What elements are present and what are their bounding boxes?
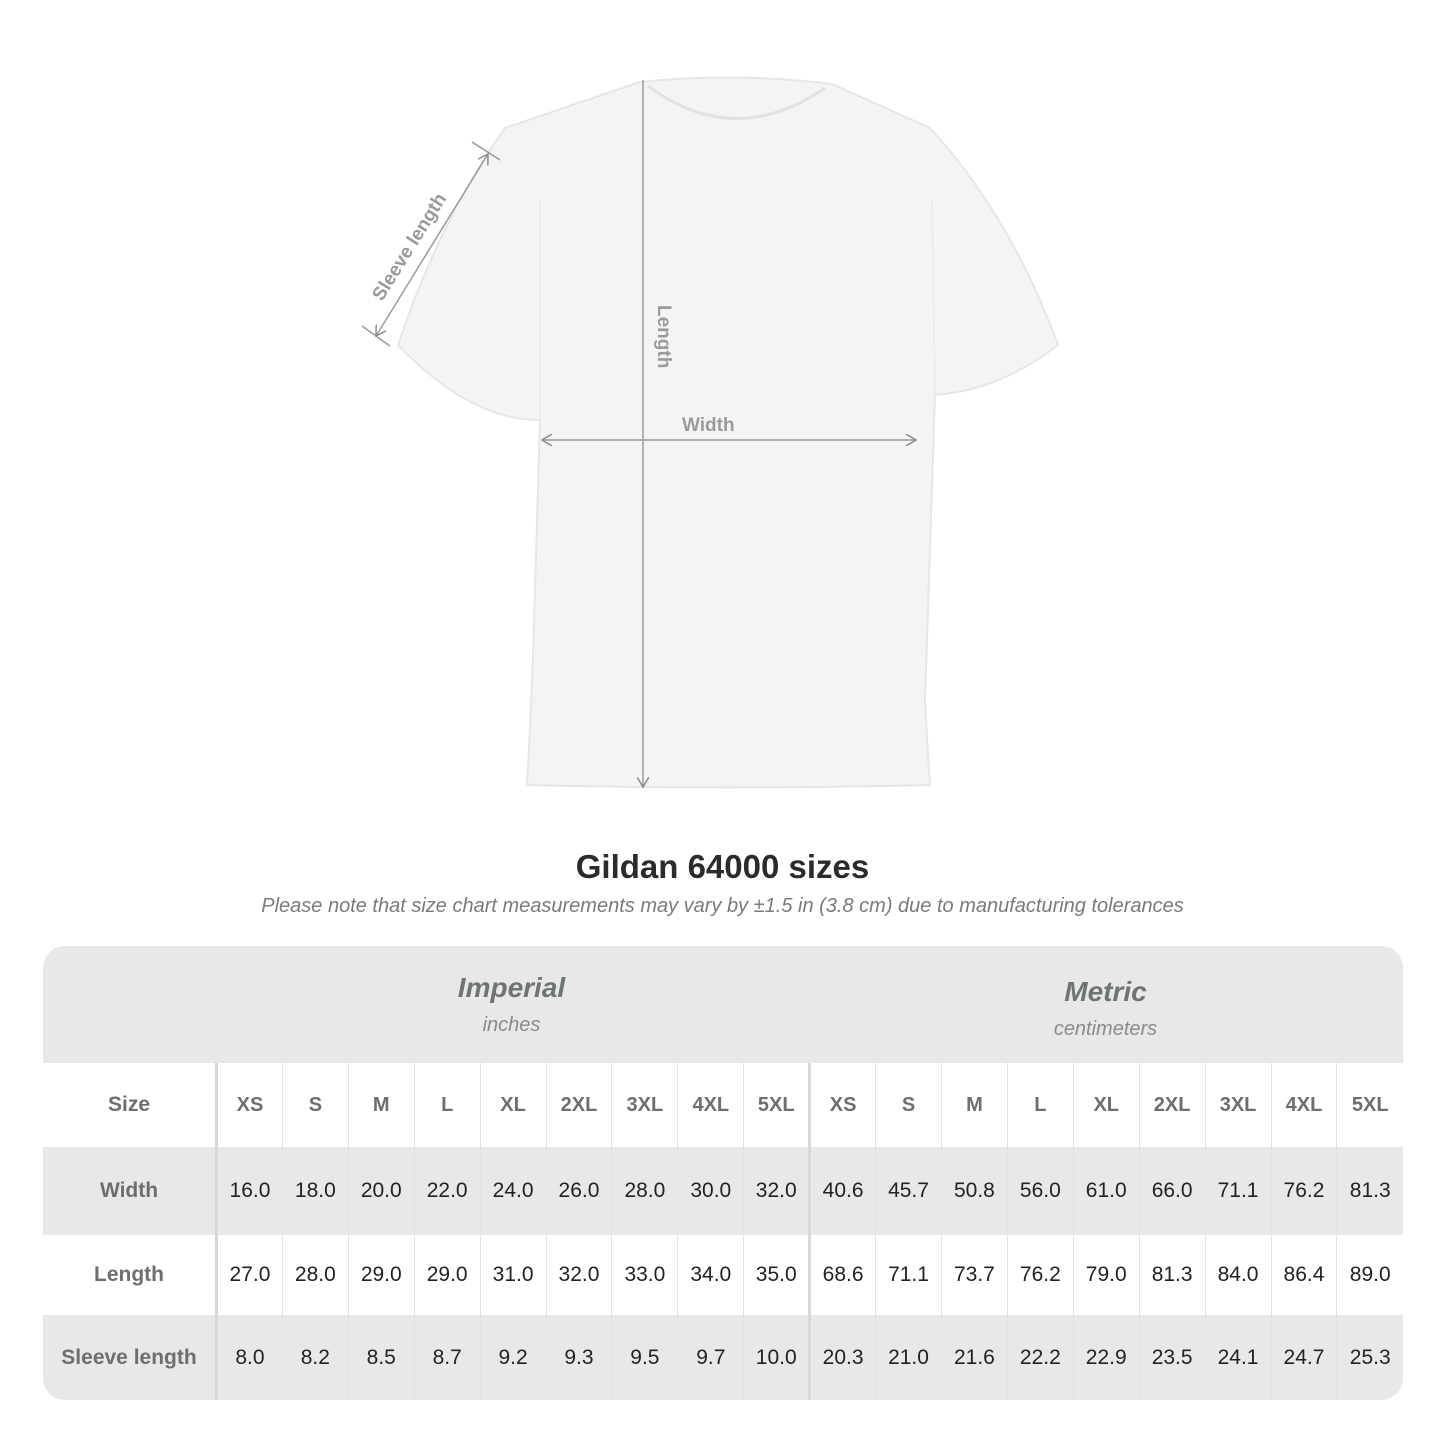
imperial-value-cell: 31.0	[479, 1235, 547, 1315]
metric-value-cell: 20.3	[808, 1315, 876, 1400]
imperial-value-cell: 32.0	[743, 1147, 810, 1235]
imperial-value-cell: 33.0	[611, 1235, 678, 1315]
imperial-size-2xl: 2XL	[545, 1063, 612, 1147]
metric-size-s: S	[875, 1063, 942, 1147]
row-label: Width	[43, 1147, 218, 1235]
metric-value-cell: 79.0	[1072, 1235, 1140, 1315]
imperial-value-cell: 8.7	[413, 1315, 481, 1400]
imperial-value-cell: 22.0	[413, 1147, 481, 1235]
metric-size-m: M	[940, 1063, 1008, 1147]
imperial-size-s: S	[281, 1063, 349, 1147]
sleeve-measure-line	[376, 154, 488, 336]
metric-value-cell: 66.0	[1138, 1147, 1206, 1235]
imperial-value-cell: 9.7	[677, 1315, 744, 1400]
metric-value-cell: 22.9	[1072, 1315, 1140, 1400]
metric-value-cell: 81.3	[1138, 1235, 1206, 1315]
imperial-value-cell: 8.2	[281, 1315, 349, 1400]
metric-value-cell: 71.1	[875, 1235, 942, 1315]
imperial-size-xs: XS	[216, 1063, 283, 1147]
table-row: Length 27.0 28.0 29.0 29.0 31.0 32.0 33.0 34.0 35…	[43, 1235, 1403, 1315]
metric-title: Metric	[1064, 976, 1147, 1007]
chart-title: Gildan 64000 sizes	[575, 848, 870, 885]
imperial-value-cell: 8.0	[216, 1315, 283, 1400]
imperial-size-xl: XL	[479, 1063, 547, 1147]
metric-value-cell: 50.8	[940, 1147, 1008, 1235]
metric-value-cell: 76.2	[1006, 1235, 1074, 1315]
imperial-value-cell: 26.0	[545, 1147, 612, 1235]
imperial-value-cell: 18.0	[281, 1147, 349, 1235]
imperial-size-m: M	[347, 1063, 415, 1147]
metric-header: Metric centimeters	[808, 946, 1403, 1093]
width-label: Width	[682, 415, 735, 436]
length-label: Length	[653, 305, 674, 368]
metric-value-cell: 21.6	[940, 1315, 1008, 1400]
imperial-value-cell: 34.0	[677, 1235, 744, 1315]
imperial-value-cell: 32.0	[545, 1235, 612, 1315]
metric-value-cell: 76.2	[1270, 1147, 1337, 1235]
imperial-title: Imperial	[457, 972, 566, 1003]
imperial-value-cell: 29.0	[347, 1235, 415, 1315]
size-table-panel: Imperial inches Metric centimeters Size X…	[43, 946, 1403, 1400]
metric-value-cell: 81.3	[1336, 1147, 1403, 1235]
imperial-unit: inches	[482, 1014, 541, 1036]
metric-size-2xl: 2XL	[1138, 1063, 1206, 1147]
size-table: Size XS S M L XL 2XL 3XL 4XL 5XL XS S M L XL 2XL 3XL 4XL 5…	[43, 1063, 1403, 1400]
table-row: Width 16.0 18.0 20.0 22.0 24.0 26.0 28.0 30.0 32.…	[43, 1147, 1403, 1235]
imperial-value-cell: 28.0	[611, 1147, 678, 1235]
imperial-size-5xl: 5XL	[743, 1063, 810, 1147]
metric-value-cell: 22.2	[1006, 1315, 1074, 1400]
tshirt-diagram: Sleeve length Length Width	[361, 76, 1060, 789]
table-row: Sleeve length 8.0 8.2 8.5 8.7 9.2 9.3 9.5 9.7 10.…	[43, 1315, 1403, 1400]
metric-unit: centimeters	[1053, 1018, 1158, 1040]
imperial-value-cell: 10.0	[743, 1315, 810, 1400]
metric-value-cell: 21.0	[875, 1315, 942, 1400]
tshirt-shape	[396, 76, 1060, 789]
size-header-row: Size XS S M L XL 2XL 3XL 4XL 5XL XS S M L XL 2XL 3XL 4XL 5…	[43, 1063, 1403, 1147]
metric-size-l: L	[1006, 1063, 1074, 1147]
metric-value-cell: 71.1	[1204, 1147, 1271, 1235]
metric-value-cell: 68.6	[808, 1235, 876, 1315]
metric-value-cell: 45.7	[875, 1147, 942, 1235]
metric-size-3xl: 3XL	[1204, 1063, 1271, 1147]
imperial-header: Imperial inches	[215, 946, 808, 1089]
row-label: Sleeve length	[43, 1315, 218, 1400]
imperial-value-cell: 35.0	[743, 1235, 810, 1315]
metric-value-cell: 40.6	[808, 1147, 876, 1235]
size-label: Size	[43, 1063, 218, 1147]
row-label: Length	[43, 1235, 218, 1315]
imperial-value-cell: 29.0	[413, 1235, 481, 1315]
metric-size-4xl: 4XL	[1270, 1063, 1337, 1147]
metric-size-xl: XL	[1072, 1063, 1140, 1147]
imperial-value-cell: 9.3	[545, 1315, 612, 1400]
metric-value-cell: 24.1	[1204, 1315, 1271, 1400]
metric-value-cell: 56.0	[1006, 1147, 1074, 1235]
tolerance-note: Please note that size chart measurements…	[261, 895, 1184, 917]
imperial-value-cell: 30.0	[677, 1147, 744, 1235]
metric-value-cell: 23.5	[1138, 1315, 1206, 1400]
metric-size-5xl: 5XL	[1336, 1063, 1403, 1147]
metric-value-cell: 86.4	[1270, 1235, 1337, 1315]
imperial-size-4xl: 4XL	[677, 1063, 744, 1147]
metric-value-cell: 24.7	[1270, 1315, 1337, 1400]
imperial-size-3xl: 3XL	[611, 1063, 678, 1147]
imperial-value-cell: 16.0	[216, 1147, 283, 1235]
imperial-value-cell: 27.0	[216, 1235, 283, 1315]
imperial-value-cell: 20.0	[347, 1147, 415, 1235]
metric-value-cell: 25.3	[1336, 1315, 1403, 1400]
metric-size-xs: XS	[808, 1063, 876, 1147]
metric-value-cell: 61.0	[1072, 1147, 1140, 1235]
imperial-size-l: L	[413, 1063, 481, 1147]
imperial-value-cell: 8.5	[347, 1315, 415, 1400]
imperial-value-cell: 28.0	[281, 1235, 349, 1315]
imperial-value-cell: 9.5	[611, 1315, 678, 1400]
metric-value-cell: 84.0	[1204, 1235, 1271, 1315]
imperial-value-cell: 9.2	[479, 1315, 547, 1400]
metric-value-cell: 89.0	[1336, 1235, 1403, 1315]
metric-value-cell: 73.7	[940, 1235, 1008, 1315]
imperial-value-cell: 24.0	[479, 1147, 547, 1235]
